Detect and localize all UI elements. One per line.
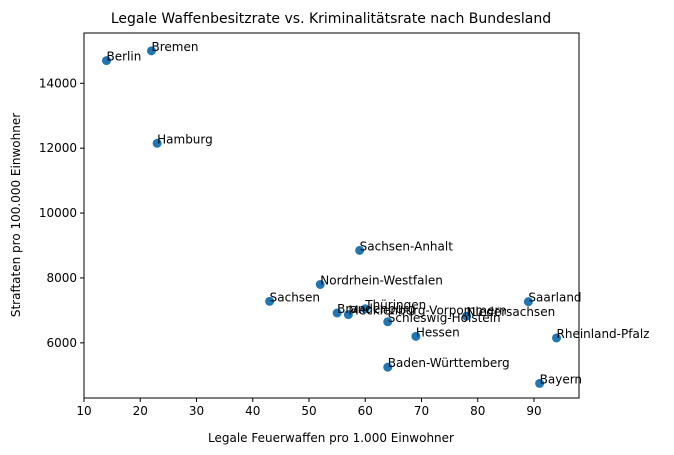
point-label: Saarland [528,291,581,305]
x-tick-label: 60 [358,404,373,418]
data-point [147,46,156,56]
y-axis-label: Straftaten pro 100.000 Einwohner [9,113,23,317]
x-tick-label: 50 [301,404,316,418]
data-point [343,310,353,320]
point-label: Hessen [416,325,460,339]
data-point [383,362,393,372]
point-label: Rheinland-Pfalz [557,327,650,341]
data-point [462,311,471,321]
point-label: Baden-Württemberg [388,356,510,370]
point-label: Schleswig-Holstein [388,311,501,325]
point-label: Niedersachsen [467,305,556,319]
data-point [332,308,342,318]
data-point [523,297,533,307]
data-point [383,317,393,327]
point-label: Berlin [107,50,142,64]
point-label: Bremen [152,40,199,54]
point-labels: Berlin Bremen Hamburg Sachsen-Anhalt Nordrhe… [107,40,650,387]
x-tick-label: 80 [470,404,485,418]
point-label: Bayern [540,372,582,386]
data-point [265,296,275,306]
x-tick-label: 30 [189,404,204,418]
x-axis-label: Legale Feuerwaffen pro 1.000 Einwohner [208,431,454,445]
point-label: Nordrhein-Westfalen [320,273,443,287]
x-tick-label: 10 [76,404,91,418]
y-tick-label: 14000 [39,76,77,90]
data-point [535,378,545,388]
y-tick-label: 6000 [46,336,77,350]
point-label: Sachsen [270,290,320,304]
x-tick-label: 90 [526,404,541,418]
data-point [360,304,370,314]
data-point [102,56,111,66]
plot-area [83,32,580,399]
point-label: Hamburg [157,132,213,146]
y-tick-label: 10000 [39,206,77,220]
y-axis: 6000 8000 10000 12000 14000 [39,76,84,350]
point-label: Thüringen [364,298,426,312]
y-tick-label: 12000 [39,141,77,155]
chart-title: Legale Waffenbesitzrate vs. Kriminalität… [111,11,551,27]
x-tick-label: 20 [133,404,148,418]
data-point [411,331,421,341]
point-label: Mecklenburg-Vorpommern [348,304,506,318]
data-point [552,333,561,343]
x-tick-label: 40 [245,404,260,418]
x-axis: 10 20 30 40 50 60 70 80 90 [76,398,542,418]
x-tick-label: 70 [414,404,429,418]
data-point [315,279,325,289]
y-tick-label: 8000 [46,271,77,285]
point-label: Brandenburg [337,302,415,316]
data-point [355,245,365,255]
data-points [102,46,561,388]
data-point [152,138,162,148]
point-label: Sachsen-Anhalt [360,239,454,253]
